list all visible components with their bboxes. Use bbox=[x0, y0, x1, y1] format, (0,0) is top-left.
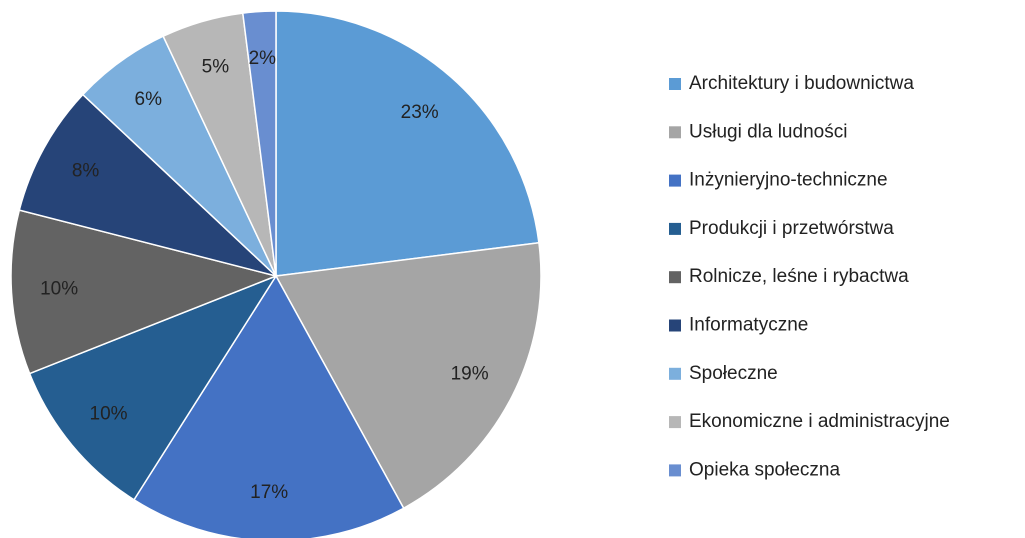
legend-label: Usługi dla ludności bbox=[689, 121, 847, 142]
data-label: 10% bbox=[40, 279, 78, 300]
data-label: 8% bbox=[72, 160, 100, 181]
legend-swatch bbox=[669, 416, 681, 429]
legend-label: Opieka społeczna bbox=[689, 459, 840, 480]
data-label: 23% bbox=[401, 102, 439, 123]
data-label: 10% bbox=[90, 404, 128, 425]
legend-swatch bbox=[669, 464, 681, 477]
legend-swatch bbox=[669, 126, 681, 139]
data-label: 19% bbox=[451, 364, 489, 385]
pie-slice bbox=[274, 241, 542, 510]
data-label: 2% bbox=[249, 48, 277, 69]
legend-label: Produkcji i przetwórstwa bbox=[689, 218, 894, 239]
pie-slice bbox=[18, 93, 277, 277]
legend-label: Architektury i budownictwa bbox=[689, 73, 914, 94]
legend-swatch bbox=[669, 367, 681, 380]
legend-swatch bbox=[669, 222, 681, 235]
data-label: 17% bbox=[250, 482, 288, 503]
legend-label: Informatyczne bbox=[689, 315, 808, 336]
legend-label: Społeczne bbox=[689, 363, 778, 384]
legend-swatch bbox=[669, 271, 681, 284]
legend-label: Rolnicze, leśne i rybactwa bbox=[689, 266, 909, 287]
legend-swatch bbox=[669, 174, 681, 187]
pie-slice bbox=[132, 274, 405, 538]
legend-swatch bbox=[669, 319, 681, 332]
pie-slice bbox=[275, 10, 540, 277]
legend-label: Ekonomiczne i administracyjne bbox=[689, 411, 950, 432]
data-label: 5% bbox=[202, 56, 230, 77]
pie-slice bbox=[241, 10, 277, 277]
pie-slice bbox=[28, 274, 278, 501]
pie-slice bbox=[10, 209, 279, 375]
data-label: 6% bbox=[135, 89, 163, 110]
legend-swatch bbox=[669, 78, 681, 90]
legend-label: Inżynieryjno-techniczne bbox=[689, 170, 888, 191]
